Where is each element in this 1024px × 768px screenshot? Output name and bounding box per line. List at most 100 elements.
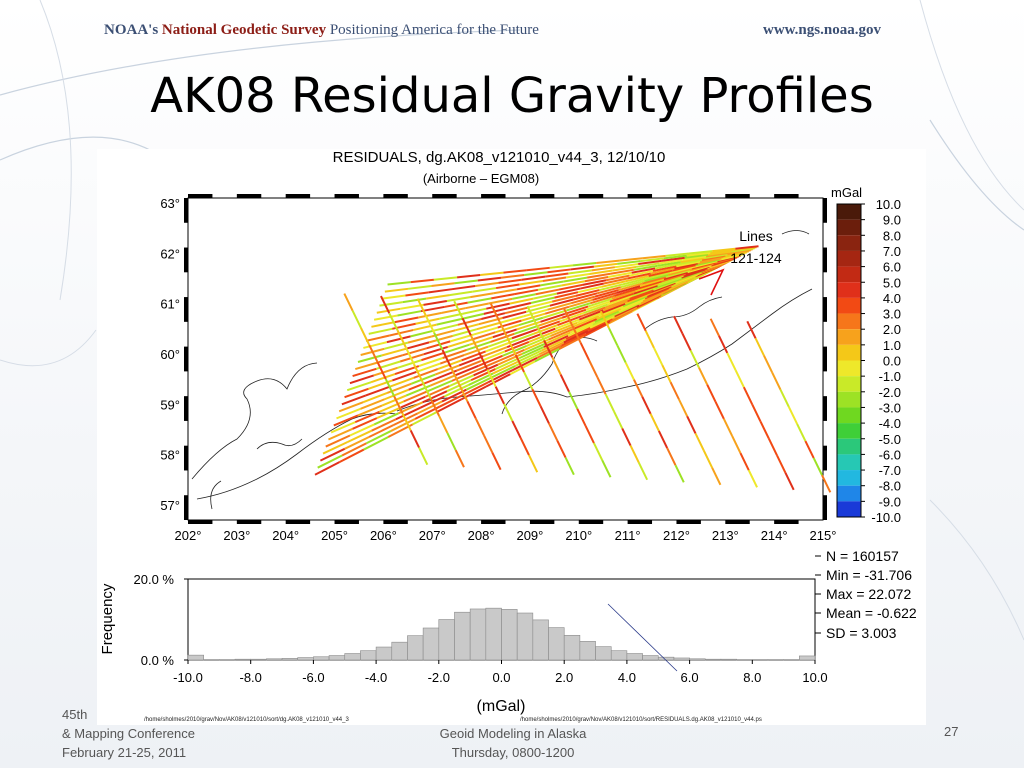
footer-center-line2: Thursday, 0800-1200: [451, 745, 575, 760]
flight-track-segment: [653, 347, 664, 366]
coastline: [781, 230, 810, 235]
flight-tracks: [314, 245, 832, 493]
flight-track-segment: [410, 278, 435, 284]
flight-track-segment: [578, 309, 604, 321]
colorbar-swatch: [837, 235, 861, 251]
flight-track-segment: [735, 245, 759, 250]
map-border-segment: [823, 346, 827, 372]
flight-track-segment: [427, 379, 453, 393]
flight-track-segment: [554, 318, 580, 330]
flight-track-segment: [663, 271, 688, 281]
flight-track-segment: [712, 247, 736, 253]
flight-track-segment: [466, 340, 491, 351]
annotation-label-line2: 121-124: [730, 250, 782, 266]
flight-track-segment: [338, 448, 365, 464]
histogram-bar: [250, 658, 267, 661]
flight-track-segment: [357, 354, 382, 363]
flight-track-segment: [673, 315, 684, 334]
flight-track-segment: [648, 269, 673, 277]
colorbar-swatch: [837, 282, 861, 298]
header-agency: National Geodetic Survey: [161, 22, 327, 38]
pointer-line: [607, 603, 678, 672]
colorbar-label: -9.0: [879, 494, 901, 509]
flight-track-segment: [511, 328, 537, 340]
map-border-segment: [823, 297, 827, 322]
flight-track-segment: [521, 275, 546, 281]
flight-track-segment: [354, 410, 380, 424]
map-border-segment: [676, 520, 701, 524]
flight-track-segment: [485, 341, 510, 353]
map-x-tick-label: 210°: [565, 528, 592, 543]
flight-track-segment: [428, 288, 453, 294]
map-border-segment: [481, 194, 506, 198]
flight-track-segment: [635, 282, 660, 293]
flight-track-segment: [589, 315, 615, 329]
flight-track-segment: [558, 283, 583, 291]
flight-track-segment: [541, 338, 567, 352]
flight-track-segment: [336, 407, 361, 420]
flight-track-segment: [618, 299, 644, 313]
flight-track-segment: [441, 307, 466, 314]
histogram-ylabel: Frequency: [99, 583, 116, 654]
colorbar-swatch: [837, 407, 861, 424]
flight-track-segment: [434, 364, 460, 376]
flight-track-segment: [596, 376, 607, 395]
colorbar-label: 6.0: [883, 260, 901, 275]
flight-track-segment: [600, 302, 626, 315]
flight-track-segment: [701, 254, 726, 261]
flight-track-segment: [349, 374, 375, 385]
flight-track-segment: [490, 332, 515, 343]
histogram-x-tick-label: -8.0: [239, 670, 261, 685]
stat-mean: Mean = -0.622: [826, 605, 917, 621]
flight-track-segment: [454, 279, 478, 285]
flight-track-segment: [429, 374, 455, 387]
flight-track-segment: [397, 359, 422, 369]
flight-track-segment: [742, 386, 754, 405]
header-org: NOAA's: [104, 22, 159, 38]
flight-track-segment: [543, 334, 569, 348]
flight-track-segment: [478, 352, 489, 371]
flight-track-segment: [489, 303, 501, 322]
flight-track-segment: [381, 394, 407, 407]
flight-track-segment: [624, 362, 635, 381]
flight-track-segment: [373, 412, 399, 426]
flight-track-segment: [439, 393, 465, 408]
flight-track-segment: [355, 361, 380, 371]
flight-track-segment: [605, 274, 630, 282]
histogram-bar: [720, 658, 737, 661]
flight-track-segment: [468, 336, 494, 346]
map-border-segment: [627, 194, 653, 198]
histogram-bar: [360, 650, 377, 661]
flight-track-segment: [629, 269, 654, 277]
flight-track-segment: [433, 323, 458, 332]
flight-track-segment: [338, 401, 364, 413]
flight-track-segment: [438, 415, 449, 434]
histogram-x-tick-label: 0.0: [492, 670, 510, 685]
flight-track-segment: [535, 320, 561, 331]
histogram-bar: [266, 658, 283, 661]
flight-track-segment: [519, 437, 530, 456]
map-title: RESIDUALS, dg.AK08_v121010_v44_3, 12/10/…: [333, 149, 666, 166]
histogram-bar: [422, 627, 440, 661]
flight-track-segment: [390, 417, 416, 432]
flight-track-segment: [405, 291, 429, 297]
flight-track-segment: [591, 266, 616, 272]
flight-track-segment: [751, 403, 762, 422]
flight-track-segment: [452, 328, 477, 337]
flight-track-segment: [357, 404, 383, 417]
footer-center-line1: Geoid Modeling in Alaska: [439, 726, 587, 741]
flight-track-segment: [592, 292, 617, 301]
flight-track-segment: [564, 457, 575, 476]
flight-track-segment: [458, 355, 484, 367]
histogram-bar: [407, 635, 424, 661]
flight-track-segment: [418, 311, 442, 319]
flight-track-segment: [698, 367, 709, 386]
map-x-tick-label: 212°: [663, 528, 690, 543]
flight-track-segment: [480, 350, 506, 362]
flight-track-segment: [771, 372, 782, 391]
histogram-x-tick-label: 4.0: [618, 670, 636, 685]
flight-track-segment: [706, 384, 717, 403]
flight-track-segment: [516, 284, 541, 291]
flight-track-segment: [538, 341, 565, 356]
flight-track-segment: [568, 391, 579, 410]
